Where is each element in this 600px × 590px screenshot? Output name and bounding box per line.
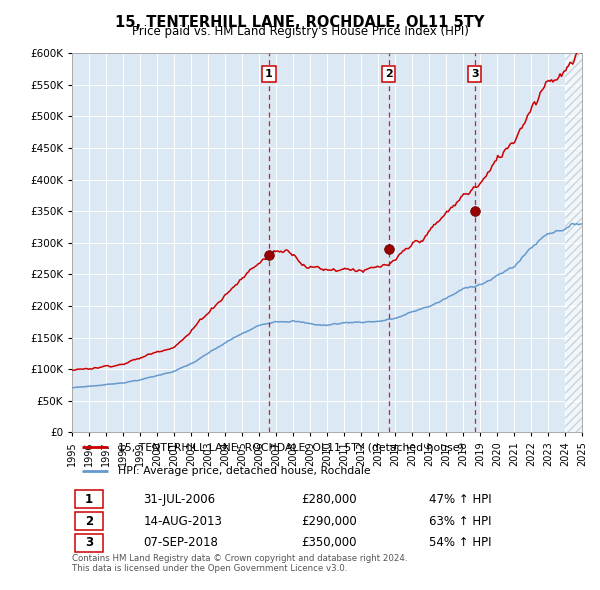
Text: £350,000: £350,000 — [302, 536, 357, 549]
FancyBboxPatch shape — [74, 512, 103, 530]
Bar — [565, 53, 590, 432]
Text: 3: 3 — [85, 536, 93, 549]
Text: £280,000: £280,000 — [302, 493, 357, 506]
Text: 31-JUL-2006: 31-JUL-2006 — [143, 493, 215, 506]
FancyBboxPatch shape — [74, 490, 103, 509]
Text: 54% ↑ HPI: 54% ↑ HPI — [429, 536, 491, 549]
Text: 47% ↑ HPI: 47% ↑ HPI — [429, 493, 491, 506]
Text: 15, TENTERHILL LANE, ROCHDALE, OL11 5TY: 15, TENTERHILL LANE, ROCHDALE, OL11 5TY — [115, 15, 485, 30]
Text: 1: 1 — [85, 493, 93, 506]
Text: £290,000: £290,000 — [302, 514, 357, 527]
Text: 2: 2 — [385, 69, 392, 79]
Text: Price paid vs. HM Land Registry's House Price Index (HPI): Price paid vs. HM Land Registry's House … — [131, 25, 469, 38]
Text: 3: 3 — [471, 69, 479, 79]
Text: Contains HM Land Registry data © Crown copyright and database right 2024.
This d: Contains HM Land Registry data © Crown c… — [72, 554, 407, 573]
Text: 14-AUG-2013: 14-AUG-2013 — [143, 514, 222, 527]
Text: 2: 2 — [85, 514, 93, 527]
Text: 63% ↑ HPI: 63% ↑ HPI — [429, 514, 491, 527]
Text: 1: 1 — [265, 69, 273, 79]
Text: HPI: Average price, detached house, Rochdale: HPI: Average price, detached house, Roch… — [118, 466, 371, 476]
Text: 15, TENTERHILL LANE, ROCHDALE, OL11 5TY (detached house): 15, TENTERHILL LANE, ROCHDALE, OL11 5TY … — [118, 442, 464, 453]
FancyBboxPatch shape — [74, 534, 103, 552]
Text: 07-SEP-2018: 07-SEP-2018 — [143, 536, 218, 549]
